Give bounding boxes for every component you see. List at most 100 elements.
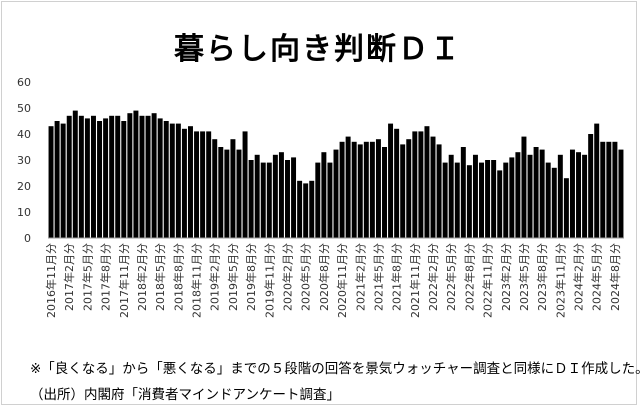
x-tick-label: 2023年11月分 [553,243,567,318]
x-tick-label: 2017年5月分 [80,243,94,311]
x-tick-label: 2024年2月分 [572,243,586,311]
bar [600,141,606,238]
x-tick-label: 2021年8月分 [390,243,404,311]
x-tick-label: 2019年5月分 [226,243,240,311]
bar [163,121,169,238]
y-tick-label: 60 [17,76,31,89]
bar [115,115,121,238]
x-tick-label: 2019年11月分 [262,243,276,318]
bar [491,160,497,238]
bar [266,162,272,238]
bar [479,162,484,238]
bar [533,147,539,238]
x-tick-label: 2023年5月分 [517,243,531,311]
bar [339,141,345,238]
bar [212,139,218,238]
bar [363,141,369,238]
y-tick-label: 50 [17,102,31,115]
bar [181,128,187,238]
x-tick-label: 2020年11月分 [335,243,349,318]
bar [557,154,563,238]
bar [582,154,588,238]
bar [351,141,357,238]
bar [588,134,594,238]
bar [406,139,412,238]
x-tick-label: 2024年5月分 [590,243,604,311]
bar [285,160,290,238]
bar [400,144,406,238]
bar [303,183,309,238]
bar [460,147,466,238]
bar [103,118,109,238]
x-tick-label: 2021年5月分 [371,243,385,311]
bar [618,149,624,238]
bar [97,121,103,238]
x-tick-label: 2022年2月分 [426,243,440,311]
x-tick-label: 2023年2月分 [499,243,513,311]
bar [194,131,200,238]
bar [109,115,115,238]
bar [448,154,454,238]
x-tick-label: 2021年11月分 [408,243,422,318]
bar [612,141,618,238]
bar [188,126,193,238]
bar [472,154,478,238]
x-tick-label: 2016年11月分 [44,243,58,318]
bar [90,115,96,238]
bar [545,162,551,238]
bar [333,149,339,238]
x-tick-label: 2017年2月分 [62,243,76,311]
x-tick-label: 2018年2月分 [135,243,149,311]
bar [521,136,527,238]
bar [121,121,127,238]
bar [388,123,394,238]
bar [127,113,133,238]
bar [248,160,254,238]
y-tick-label: 0 [24,232,31,245]
x-tick-label: 2024年8月分 [608,243,622,311]
bar [485,160,491,238]
bar [418,131,424,238]
x-tick-label: 2022年5月分 [444,243,458,311]
bar [48,126,54,238]
bar [236,149,242,238]
y-tick-label: 10 [17,206,31,219]
bar [466,165,472,238]
bar [260,162,266,238]
bar [224,149,230,238]
x-tick-label: 2020年5月分 [299,243,313,311]
bar [345,136,351,238]
y-tick-label: 40 [17,128,31,141]
bar [527,154,533,238]
bar [327,162,333,238]
x-tick-label: 2020年8月分 [317,243,331,311]
bar [563,178,569,238]
x-tick-label: 2018年11月分 [190,243,204,318]
bar [66,115,72,238]
bar [315,162,321,238]
bar [157,118,163,238]
chart-title: 暮らし向き判断ＤＩ [174,32,462,67]
bar [454,162,460,238]
bar [230,139,236,238]
bar [394,128,400,238]
bar [218,147,224,238]
bar [321,152,327,238]
bar [412,131,418,238]
bar [242,131,248,238]
x-tick-label: 2017年8月分 [99,243,113,311]
x-tick-label: 2021年2月分 [353,243,367,311]
bar [424,126,430,238]
bar [515,152,521,238]
x-tick-label: 2019年2月分 [208,243,222,311]
footnote: ※「良くなる」から「悪くなる」までの５段階の回答を景気ウォッチャー調査と同様にＤ… [30,361,640,377]
bar [375,139,381,238]
x-tick-label: 2022年11月分 [481,243,495,318]
bar [430,136,436,238]
bar [272,154,278,238]
bar [206,131,212,238]
bar [369,141,375,238]
x-tick-label: 2023年8月分 [535,243,549,311]
bar [151,113,157,238]
